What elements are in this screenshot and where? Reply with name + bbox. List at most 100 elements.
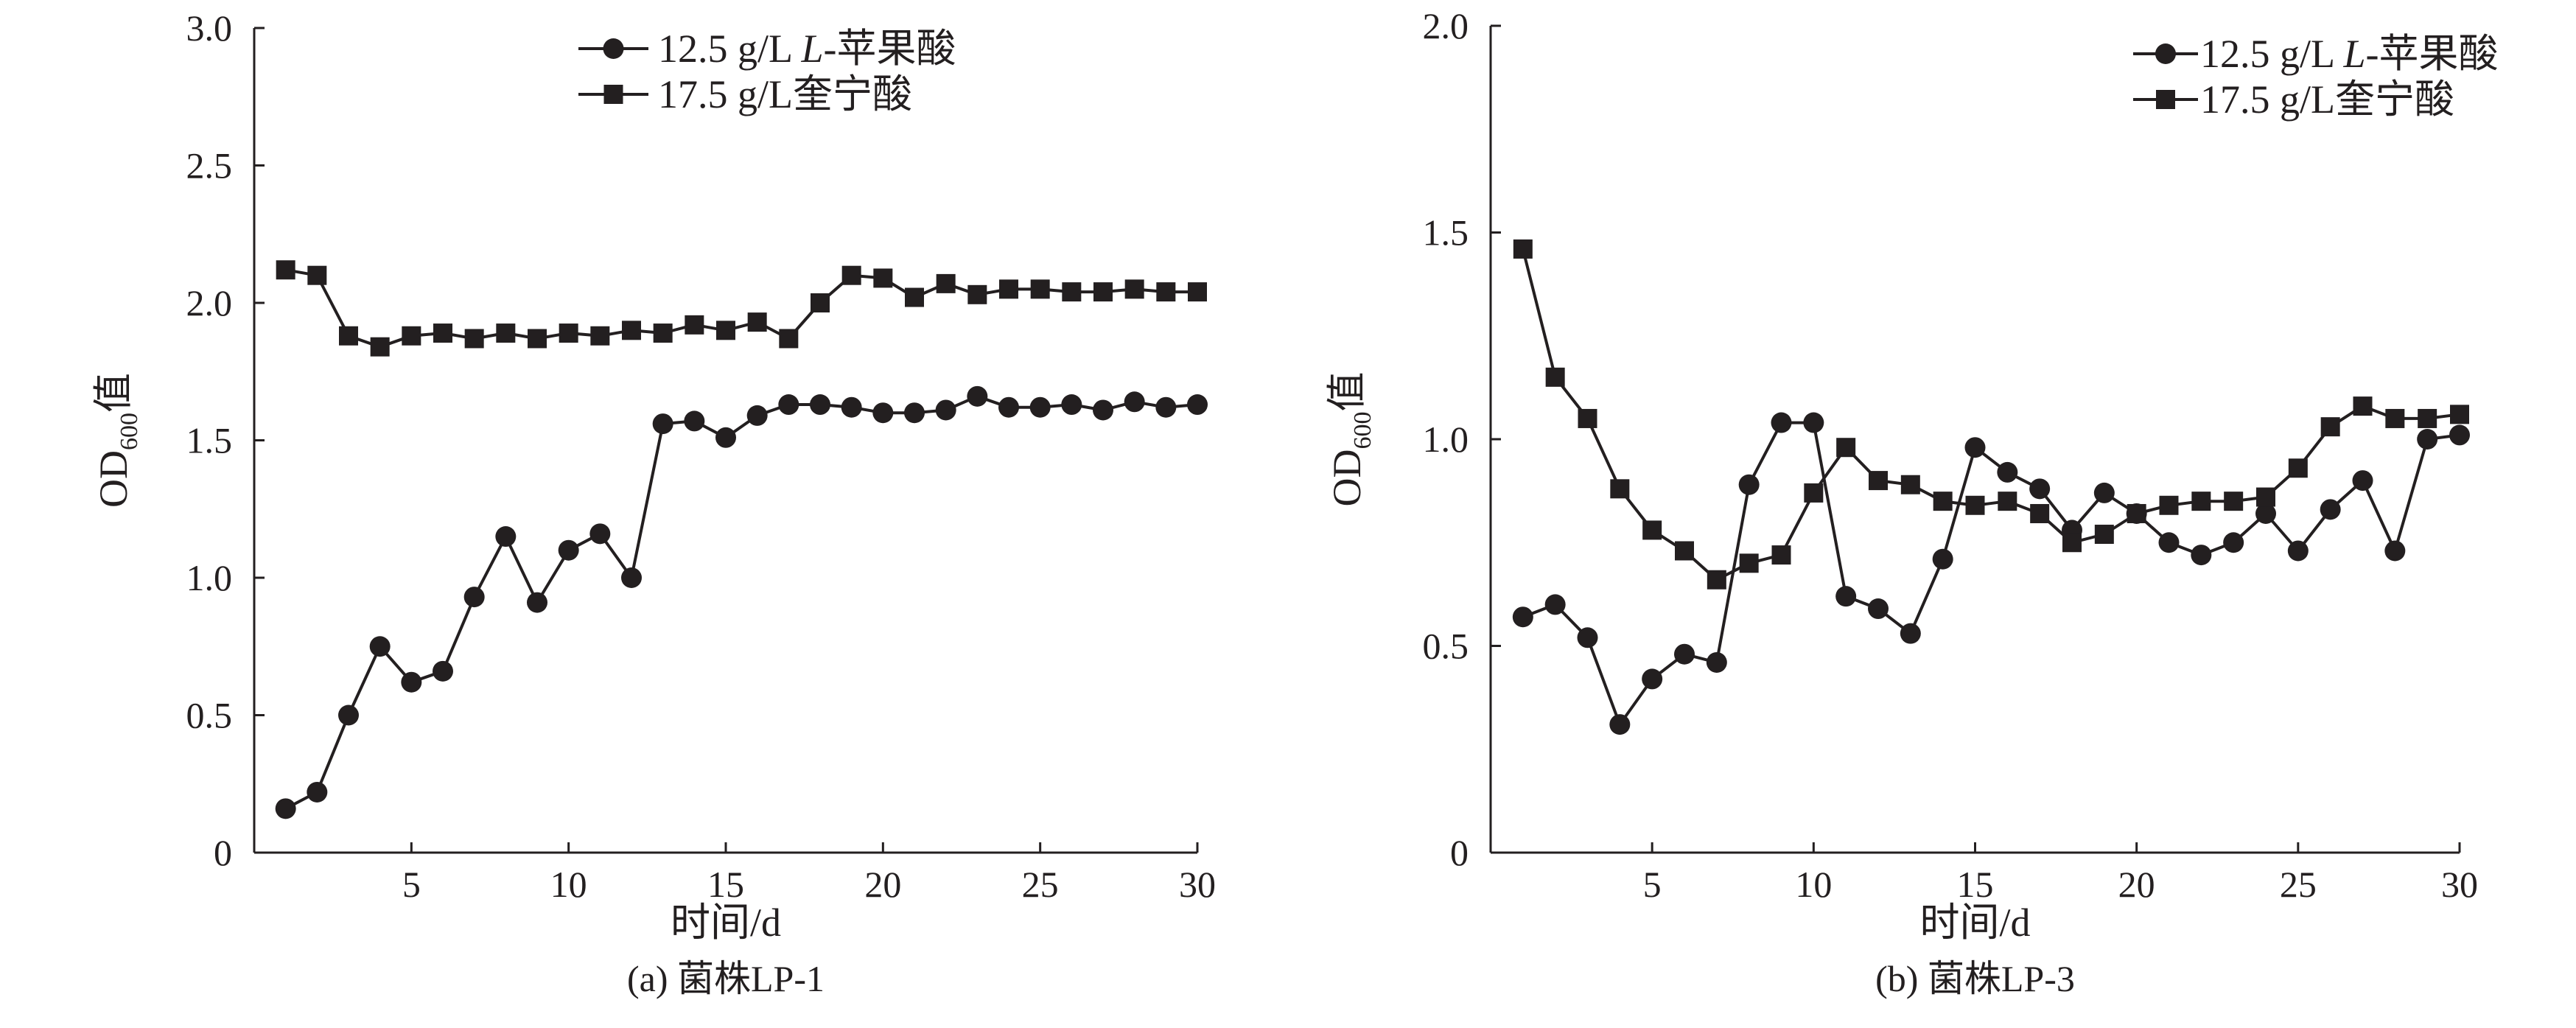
data-point-malic	[307, 781, 328, 803]
y-tick-label: 1.0	[186, 557, 233, 598]
data-point-malic	[1932, 548, 1953, 570]
data-point-quinic	[496, 324, 516, 343]
series-line-malic	[1522, 421, 2460, 727]
data-point-quinic	[811, 293, 830, 312]
series-line-malic	[284, 394, 1198, 811]
data-point-malic	[2191, 545, 2212, 566]
data-point-quinic	[1188, 282, 1207, 302]
data-point-malic	[2449, 424, 2470, 446]
data-point-quinic	[1998, 492, 2017, 511]
x-axis-label: 时间/d	[671, 901, 781, 945]
legend-label: 17.5 g/L奎宁酸	[658, 72, 912, 116]
legend-label: 12.5 g/L L-苹果酸	[658, 27, 956, 71]
data-point-malic	[715, 427, 736, 448]
y-axis-label-tail: 值	[91, 373, 136, 413]
data-point-quinic	[1642, 520, 1662, 540]
data-point-malic	[998, 396, 1019, 418]
data-point-quinic	[716, 321, 735, 340]
data-point-malic	[2255, 503, 2276, 524]
data-point-malic	[2287, 540, 2309, 562]
data-point-malic	[1609, 714, 1631, 735]
data-point-quinic	[2224, 492, 2244, 511]
legend-marker-square	[2156, 90, 2175, 109]
data-point-malic	[1803, 412, 1824, 433]
data-point-malic	[433, 660, 453, 682]
data-point-malic	[2384, 540, 2406, 562]
data-point-malic	[1868, 598, 1889, 620]
data-point-quinic	[873, 268, 893, 288]
data-point-quinic	[2094, 525, 2114, 545]
data-point-quinic	[1062, 282, 1082, 302]
data-point-malic	[369, 636, 391, 657]
data-point-malic	[589, 523, 611, 545]
data-point-malic	[967, 385, 988, 407]
data-point-malic	[1155, 396, 1177, 418]
series-line-quinic	[1521, 248, 2460, 581]
data-point-quinic	[1545, 367, 1565, 387]
data-point-malic	[872, 402, 894, 424]
data-point-malic	[2029, 478, 2051, 500]
x-tick-label: 25	[2280, 864, 2317, 905]
data-point-quinic	[2159, 495, 2179, 515]
data-point-quinic	[1804, 483, 1824, 503]
x-tick-label: 30	[1179, 864, 1216, 905]
y-tick-label: 0	[214, 832, 232, 873]
data-point-malic	[2158, 532, 2180, 553]
legend-label-prefix: 17.5 g/L奎宁酸	[2200, 77, 2454, 122]
data-point-quinic	[967, 284, 987, 304]
data-point-quinic	[1578, 408, 1597, 428]
chart-panel-a: 0 0.5 1.0 1.5 2.0 2.5 3.0 5 10 15 20 25 30 时间/d (a) 菌株…	[91, 7, 1216, 999]
data-point-quinic	[2062, 533, 2082, 553]
data-point-quinic	[1933, 492, 1953, 511]
data-point-malic	[1577, 627, 1598, 648]
data-point-quinic	[590, 326, 610, 346]
data-point-malic	[810, 394, 830, 416]
data-point-malic	[1029, 396, 1051, 418]
data-point-malic	[463, 587, 485, 608]
y-axis-label: OD600值	[1325, 372, 1376, 507]
data-point-malic	[2320, 499, 2341, 520]
data-point-quinic	[1836, 438, 1856, 458]
legend-label: 17.5 g/L奎宁酸	[2200, 77, 2454, 122]
data-point-malic	[1093, 399, 1113, 421]
data-point-malic	[1964, 437, 1986, 458]
data-point-quinic	[1707, 570, 1726, 590]
data-point-quinic	[1965, 495, 1985, 515]
data-point-quinic	[2320, 417, 2340, 437]
y-tick-label: 3.0	[186, 7, 233, 49]
data-point-quinic	[433, 324, 452, 343]
data-point-malic	[275, 798, 296, 819]
x-axis-label: 时间/d	[1919, 901, 2030, 945]
data-point-quinic	[1124, 279, 1144, 299]
data-point-quinic	[747, 312, 767, 332]
data-point-quinic	[1771, 545, 1791, 565]
y-axis-label-main: OD	[1325, 450, 1369, 507]
chart-panel-b: 0 0.5 1.0 1.5 2.0 5 10 15 20 25 30 时间/d (b) 菌株LP-3 OD…	[1288, 0, 2576, 1028]
chart-caption: (b) 菌株LP-3	[1875, 958, 2075, 999]
data-point-malic	[621, 567, 642, 588]
chart-b-svg: 0 0.5 1.0 1.5 2.0 5 10 15 20 25 30 时间/d (b) 菌株LP-3 OD…	[1325, 5, 2499, 999]
y-tick-label: 1.5	[1423, 212, 1469, 253]
data-point-malic	[841, 396, 862, 418]
data-point-quinic	[841, 265, 861, 285]
y-axis-label-tail: 值	[1325, 372, 1369, 412]
y-tick-label: 1.0	[1423, 419, 1469, 460]
legend-marker-circle	[2155, 43, 2176, 64]
x-tick-label: 10	[550, 864, 587, 905]
data-point-malic	[2223, 532, 2244, 553]
data-point-quinic	[1156, 282, 1176, 302]
x-tick-label: 30	[2441, 864, 2478, 905]
data-point-malic	[778, 394, 799, 416]
y-tick-label: 2.5	[186, 145, 233, 186]
data-point-malic	[1900, 623, 1921, 644]
data-point-quinic	[905, 287, 924, 307]
data-point-quinic	[559, 324, 578, 343]
data-point-quinic	[653, 324, 673, 343]
data-point-malic	[2417, 429, 2438, 450]
data-point-malic	[1771, 412, 1792, 433]
y-tick-label: 0	[1450, 832, 1469, 873]
y-axis-label: OD600值	[91, 373, 143, 508]
data-point-malic	[1544, 594, 1566, 615]
legend-label-suffix: -苹果酸	[2366, 32, 2499, 76]
data-point-quinic	[464, 329, 484, 349]
